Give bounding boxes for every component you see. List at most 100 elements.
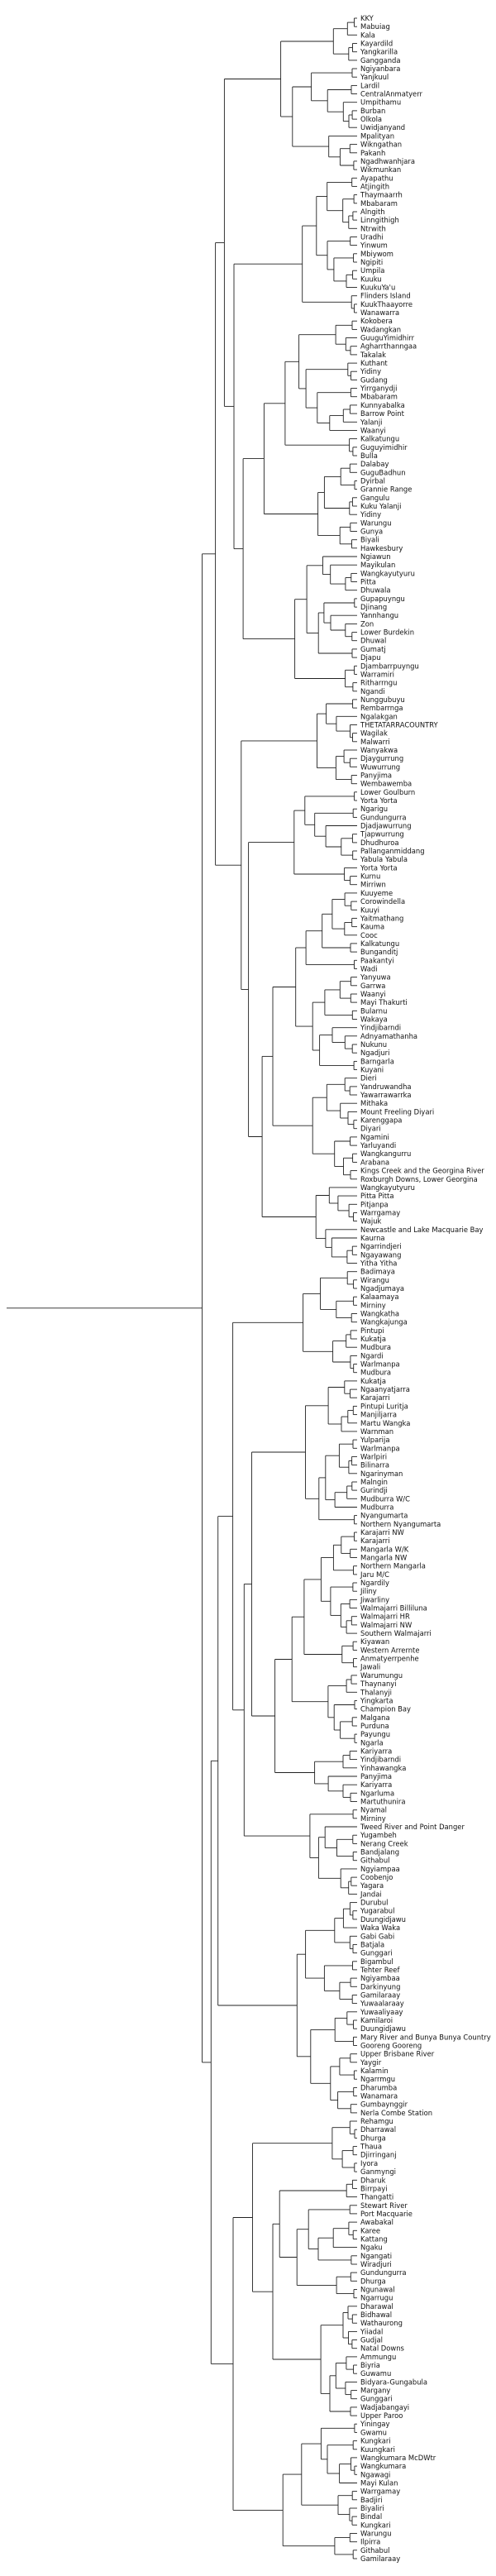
taxon-label: Burban bbox=[360, 107, 385, 115]
taxon-label: Yiiadal bbox=[360, 2327, 383, 2335]
taxon-label: Dhuwala bbox=[360, 586, 391, 595]
taxon-label: Martuthunira bbox=[360, 1798, 406, 1806]
taxon-label: Yagara bbox=[360, 1881, 384, 1890]
taxon-label: Arabana bbox=[360, 1158, 389, 1166]
taxon-label: Stewart River bbox=[360, 2201, 408, 2210]
taxon-label: Gumbaynggir bbox=[360, 2100, 408, 2109]
taxon-label: Ngardily bbox=[360, 1579, 389, 1587]
taxon-label: Mabuiag bbox=[360, 22, 390, 31]
taxon-label: Wangkangurru bbox=[360, 1149, 411, 1158]
taxon-label: Wangkumara bbox=[360, 2462, 406, 2470]
taxon-label: Kayardild bbox=[360, 40, 393, 48]
taxon-label: Birrpayi bbox=[360, 2184, 388, 2192]
taxon-label: Ammungu bbox=[360, 2353, 396, 2361]
taxon-label: Warlmanpa bbox=[360, 1360, 400, 1369]
taxon-label: Ngaanyatjarra bbox=[360, 1385, 410, 1393]
taxon-label: Dieri bbox=[360, 1074, 377, 1082]
taxon-label: Newcastle and Lake Macquarie Bay bbox=[360, 1226, 484, 1234]
taxon-label: Yindjibarndi bbox=[360, 1756, 401, 1764]
taxon-label: Purduna bbox=[360, 1722, 389, 1730]
taxon-label: Gudang bbox=[360, 375, 388, 384]
taxon-label: Yirrganydji bbox=[360, 385, 397, 393]
taxon-label: Adnyamathanha bbox=[360, 1032, 417, 1040]
taxon-label: Yorta Yorta bbox=[360, 796, 398, 805]
taxon-label: Kauma bbox=[360, 923, 384, 931]
taxon-label: Wangkajunga bbox=[360, 1318, 408, 1326]
taxon-label: Gooreng Gooreng bbox=[360, 2042, 422, 2050]
taxon-label: Ngarigu bbox=[360, 805, 388, 813]
taxon-label: KKY bbox=[360, 14, 374, 22]
taxon-label: Dyirbal bbox=[360, 477, 385, 485]
taxon-label: Wadangkan bbox=[360, 325, 401, 333]
taxon-label: Pintupi Luritja bbox=[360, 1402, 408, 1410]
taxon-label: Mangarla W/K bbox=[360, 1545, 409, 1553]
taxon-label: Agharrthanngaa bbox=[360, 342, 417, 351]
taxon-label: Warlpiri bbox=[360, 1452, 387, 1460]
taxon-label: Thalanyji bbox=[360, 1688, 392, 1696]
taxon-label: Pitta Pitta bbox=[360, 1192, 393, 1200]
taxon-label: Yarluyandi bbox=[360, 1141, 396, 1149]
taxon-label: Mirriwn bbox=[360, 881, 386, 889]
taxon-label: Pallanganmiddang bbox=[360, 847, 425, 855]
taxon-label: Wathaurong bbox=[360, 2319, 403, 2327]
taxon-label: Lardil bbox=[360, 81, 379, 89]
taxon-label: Gupapuyngu bbox=[360, 595, 405, 603]
taxon-label: Uwidjanyand bbox=[360, 123, 405, 131]
taxon-label: Mbiywom bbox=[360, 250, 393, 258]
taxon-label: Kukatja bbox=[360, 1335, 386, 1343]
taxon-label: Ngiawun bbox=[360, 552, 391, 561]
taxon-label: Karenggapa bbox=[360, 1116, 402, 1125]
taxon-label: Ntrwith bbox=[360, 224, 386, 232]
taxon-label: Bunganditj bbox=[360, 948, 398, 956]
taxon-label: Kukatja bbox=[360, 1377, 386, 1385]
taxon-label: Nerla Combe Station bbox=[360, 2109, 432, 2117]
taxon-label: Wanyakwa bbox=[360, 746, 398, 754]
taxon-label: Yanjkuul bbox=[360, 73, 389, 81]
taxon-label: Yulparija bbox=[360, 1436, 389, 1444]
taxon-label: Gunya bbox=[360, 528, 383, 536]
taxon-label: Barngarla bbox=[360, 1057, 394, 1065]
taxon-label: Badjiri bbox=[360, 2496, 383, 2504]
taxon-label: Wuwurrung bbox=[360, 762, 400, 771]
taxon-label: Yitha Yitha bbox=[360, 1259, 397, 1268]
taxon-label: Southern Walmajarri bbox=[360, 1629, 432, 1637]
taxon-label: Mpalityan bbox=[360, 131, 394, 140]
taxon-label: Yinhawangka bbox=[360, 1764, 406, 1772]
taxon-label: Yingkarta bbox=[360, 1696, 393, 1704]
taxon-label: Biyria bbox=[360, 2361, 380, 2369]
taxon-label: Bulla bbox=[360, 452, 378, 460]
taxon-label: Dhudhuroa bbox=[360, 839, 399, 847]
taxon-label: Iyora bbox=[360, 2159, 378, 2167]
taxon-label: Kaurna bbox=[360, 1234, 385, 1242]
taxon-label: Ngipiti bbox=[360, 258, 383, 266]
taxon-label: Lower Goulburn bbox=[360, 788, 415, 796]
taxon-label: Durubul bbox=[360, 1899, 388, 1907]
taxon-label: Yaygir bbox=[360, 2058, 382, 2067]
taxon-label: Barrow Point bbox=[360, 409, 405, 418]
taxon-label: Warrgamay bbox=[360, 1209, 400, 1217]
taxon-label: Yidiny bbox=[360, 367, 381, 375]
taxon-label: Kunnyabalka bbox=[360, 401, 405, 409]
taxon-label: Waanyi bbox=[360, 426, 386, 434]
taxon-label: Northern Mangarla bbox=[360, 1562, 426, 1570]
taxon-label: Western Arrernte bbox=[360, 1646, 419, 1654]
taxon-label: Bilinarra bbox=[360, 1461, 389, 1470]
taxon-label: Panyjima bbox=[360, 1772, 392, 1780]
taxon-label: Wanamara bbox=[360, 2092, 398, 2100]
taxon-label: Roxburgh Downs, Lower Georgina bbox=[360, 1175, 478, 1183]
taxon-label: Mbabaram bbox=[360, 393, 398, 401]
taxon-label: Wangkayutyuru bbox=[360, 569, 415, 577]
taxon-label: Kalkatungu bbox=[360, 939, 399, 948]
taxon-label: Waka Waka bbox=[360, 1924, 400, 1932]
taxon-label: Nunggubuyu bbox=[360, 695, 405, 704]
taxon-label: Kuuyeme bbox=[360, 889, 393, 897]
taxon-label: Kuuku bbox=[360, 275, 382, 283]
taxon-label: Gudjal bbox=[360, 2336, 383, 2344]
taxon-label: Garrwa bbox=[360, 982, 385, 990]
taxon-label: Lower Burdekin bbox=[360, 628, 414, 637]
taxon-label: Mudbura bbox=[360, 1343, 391, 1351]
taxon-label: Gunggari bbox=[360, 1949, 393, 1957]
taxon-label: Yidiny bbox=[360, 510, 381, 519]
taxon-label: Dhurga bbox=[360, 2134, 386, 2142]
taxon-label: Gangulu bbox=[360, 494, 389, 502]
